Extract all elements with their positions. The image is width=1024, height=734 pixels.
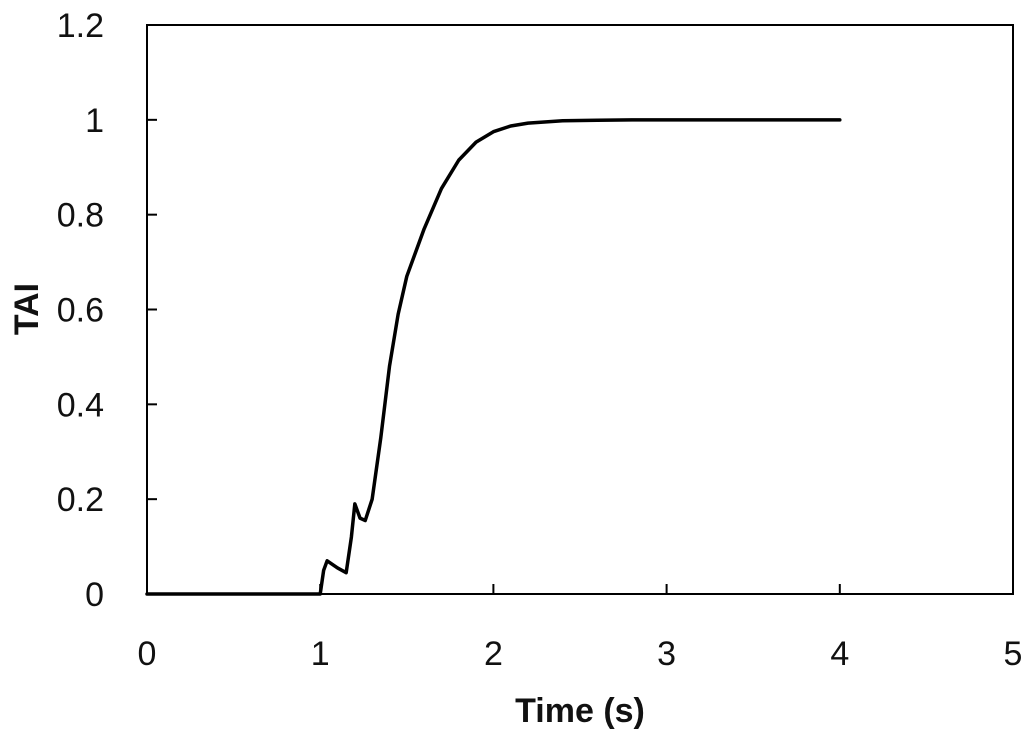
y-tick-label: 0 [85, 576, 104, 614]
x-tick-label: 1 [311, 635, 330, 673]
x-tick-label: 3 [657, 635, 676, 673]
y-tick-label: 0.8 [57, 197, 104, 235]
y-tick-label: 0.4 [57, 386, 104, 424]
y-tick-label: 0.2 [57, 481, 104, 519]
x-axis-ticks: 0 1 2 3 4 5 [138, 584, 1023, 673]
y-tick-label: 1 [85, 102, 104, 140]
y-tick-label: 1.2 [57, 7, 104, 45]
series-layer [145, 118, 842, 596]
x-tick-label: 0 [138, 635, 157, 673]
y-axis-title: TAI [8, 283, 46, 335]
plot-area-frame [146, 24, 1014, 595]
x-axis-title: Time (s) [515, 692, 645, 730]
x-tick-label: 5 [1004, 635, 1023, 673]
tai-series-line [145, 118, 842, 596]
x-tick-label: 4 [830, 635, 849, 673]
x-tick-label: 2 [484, 635, 503, 673]
y-axis-ticks: 0 0.2 0.4 0.6 0.8 1 1.2 [57, 7, 157, 614]
y-tick-label: 0.6 [57, 292, 104, 330]
